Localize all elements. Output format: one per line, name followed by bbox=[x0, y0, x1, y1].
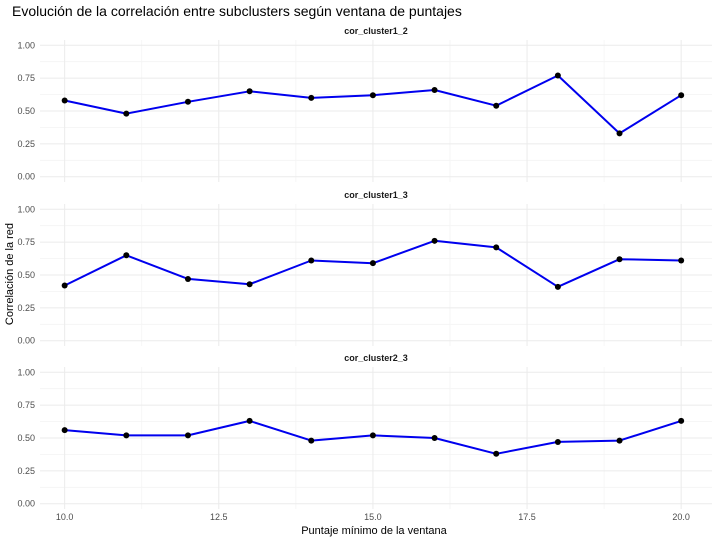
data-point bbox=[246, 88, 253, 95]
data-point bbox=[493, 244, 500, 251]
y-tick-label: 0.50 bbox=[17, 270, 35, 280]
data-point bbox=[554, 72, 561, 79]
data-point bbox=[369, 260, 376, 267]
data-point bbox=[246, 281, 253, 288]
x-tick-label: 15.0 bbox=[364, 512, 382, 522]
data-point bbox=[123, 252, 130, 259]
y-axis-label: Correlación de la red bbox=[4, 223, 16, 325]
data-point bbox=[616, 437, 623, 444]
data-point bbox=[184, 98, 191, 105]
data-point bbox=[678, 417, 685, 424]
y-tick-label: 0.25 bbox=[17, 139, 35, 149]
y-tick-label: 0.75 bbox=[17, 237, 35, 247]
data-point bbox=[308, 94, 315, 101]
y-tick-label: 0.00 bbox=[17, 172, 35, 182]
x-axis-label: Puntaje mínimo de la ventana bbox=[301, 525, 447, 537]
y-tick-label: 1.00 bbox=[17, 367, 35, 377]
data-point bbox=[61, 97, 68, 104]
data-point bbox=[431, 237, 438, 244]
x-tick-label: 12.5 bbox=[210, 512, 228, 522]
data-point bbox=[61, 282, 68, 289]
x-tick-label: 17.5 bbox=[518, 512, 536, 522]
data-point bbox=[369, 92, 376, 99]
panel-strip-label: cor_cluster1_2 bbox=[344, 26, 408, 36]
panel-strip-label: cor_cluster1_3 bbox=[344, 190, 408, 200]
y-tick-label: 0.75 bbox=[17, 400, 35, 410]
data-point bbox=[678, 257, 685, 264]
y-tick-label: 0.50 bbox=[17, 433, 35, 443]
data-point bbox=[431, 86, 438, 93]
x-tick-label: 10.0 bbox=[56, 512, 74, 522]
data-point bbox=[493, 450, 500, 457]
panel-cor_cluster1_2: cor_cluster1_2 0.00 0.25 0.50 0.75 1.00 bbox=[17, 26, 712, 182]
data-point bbox=[616, 130, 623, 137]
y-tick-label: 0.75 bbox=[17, 73, 35, 83]
data-point bbox=[246, 417, 253, 424]
data-point bbox=[184, 275, 191, 282]
y-tick-label: 0.50 bbox=[17, 106, 35, 116]
y-tick-label: 0.25 bbox=[17, 466, 35, 476]
x-tick-labels: 10.0 12.5 15.0 17.5 20.0 bbox=[56, 512, 690, 522]
data-point bbox=[123, 432, 130, 439]
y-tick-label: 0.00 bbox=[17, 336, 35, 346]
panels: cor_cluster1_20.000.250.500.751.00cor_cl… bbox=[17, 26, 712, 509]
y-tick-label: 0.00 bbox=[17, 499, 35, 509]
data-point bbox=[431, 435, 438, 441]
panel-strip-label: cor_cluster2_3 bbox=[344, 353, 408, 363]
panel-cor_cluster1_3: cor_cluster1_3 0.00 0.25 0.50 0.75 1.00 bbox=[17, 190, 712, 346]
data-point bbox=[493, 102, 500, 109]
panel-cor_cluster2_3: cor_cluster2_3 0.00 0.25 0.50 0.75 1.00 bbox=[17, 353, 712, 509]
data-point bbox=[616, 256, 623, 263]
data-point bbox=[308, 437, 315, 444]
data-point bbox=[678, 92, 685, 99]
y-tick-label: 1.00 bbox=[17, 40, 35, 50]
data-point bbox=[554, 283, 561, 290]
data-point bbox=[308, 257, 315, 264]
data-point bbox=[123, 110, 130, 117]
data-point bbox=[369, 432, 376, 439]
chart-title: Evolución de la correlación entre subclu… bbox=[12, 3, 462, 19]
y-tick-label: 1.00 bbox=[17, 204, 35, 214]
data-point bbox=[554, 438, 561, 445]
y-tick-label: 0.25 bbox=[17, 303, 35, 313]
data-point bbox=[184, 432, 191, 439]
data-point bbox=[61, 427, 68, 434]
x-tick-label: 20.0 bbox=[672, 512, 690, 522]
